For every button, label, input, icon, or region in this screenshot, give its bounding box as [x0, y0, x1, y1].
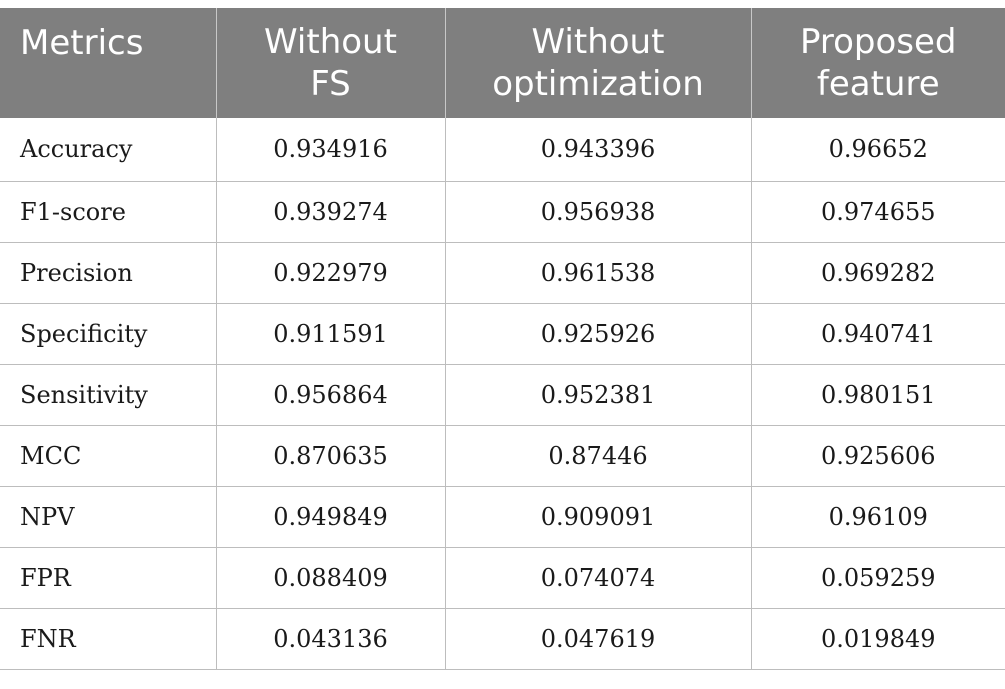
header-line: feature	[816, 64, 940, 104]
cell-without-optimization: 0.961538	[444, 242, 751, 304]
cell-without-fs: 0.956864	[215, 364, 445, 426]
cell-without-fs: 0.939274	[215, 181, 445, 243]
cell-proposed-feature: 0.940741	[750, 303, 1005, 365]
cell-without-fs: 0.088409	[215, 547, 445, 609]
cell-without-optimization: 0.943396	[444, 118, 751, 182]
table-row: MCC 0.870635 0.87446 0.925606	[0, 425, 1005, 487]
cell-without-fs: 0.043136	[215, 608, 445, 670]
cell-without-fs: 0.911591	[215, 303, 445, 365]
cell-without-optimization: 0.074074	[444, 547, 751, 609]
header-proposed-feature: Proposed feature	[750, 8, 1005, 118]
metric-name: Sensitivity	[0, 364, 216, 426]
table-row: FNR 0.043136 0.047619 0.019849	[0, 608, 1005, 670]
header-line: FS	[310, 64, 351, 104]
metric-name: Accuracy	[0, 118, 216, 182]
cell-without-fs: 0.922979	[215, 242, 445, 304]
header-row: Metrics Without FS Without optimization …	[0, 8, 1005, 118]
metric-name: FNR	[0, 608, 216, 670]
cell-proposed-feature: 0.980151	[750, 364, 1005, 426]
metric-name: F1-score	[0, 181, 216, 243]
cell-proposed-feature: 0.925606	[750, 425, 1005, 487]
header-metrics: Metrics	[0, 8, 216, 118]
cell-without-fs: 0.870635	[215, 425, 445, 487]
header-line: optimization	[492, 64, 704, 104]
header-line: Proposed	[799, 22, 957, 62]
header-line: Without	[531, 22, 665, 62]
metric-name: NPV	[0, 486, 216, 548]
cell-proposed-feature: 0.96109	[750, 486, 1005, 548]
metric-name: Precision	[0, 242, 216, 304]
metric-name: FPR	[0, 547, 216, 609]
cell-without-optimization: 0.925926	[444, 303, 751, 365]
header-without-optimization: Without optimization	[444, 8, 751, 118]
table-row: F1-score 0.939274 0.956938 0.974655	[0, 181, 1005, 243]
cell-proposed-feature: 0.019849	[750, 608, 1005, 670]
table-row: Specificity 0.911591 0.925926 0.940741	[0, 303, 1005, 365]
table-body: Accuracy 0.934916 0.943396 0.96652 F1-sc…	[0, 118, 1005, 670]
table-row: NPV 0.949849 0.909091 0.96109	[0, 486, 1005, 548]
cell-without-optimization: 0.952381	[444, 364, 751, 426]
metric-name: Specificity	[0, 303, 216, 365]
cell-proposed-feature: 0.96652	[750, 118, 1005, 182]
cell-without-optimization: 0.956938	[444, 181, 751, 243]
table-row: Accuracy 0.934916 0.943396 0.96652	[0, 118, 1005, 182]
metrics-table: Metrics Without FS Without optimization …	[0, 8, 1005, 670]
header-line: Metrics	[20, 23, 144, 63]
cell-proposed-feature: 0.969282	[750, 242, 1005, 304]
metric-name: MCC	[0, 425, 216, 487]
table-row: FPR 0.088409 0.074074 0.059259	[0, 547, 1005, 609]
cell-without-fs: 0.934916	[215, 118, 445, 182]
cell-without-optimization: 0.909091	[444, 486, 751, 548]
cell-without-fs: 0.949849	[215, 486, 445, 548]
cell-proposed-feature: 0.059259	[750, 547, 1005, 609]
table-row: Precision 0.922979 0.961538 0.969282	[0, 242, 1005, 304]
header-line: Without	[264, 22, 397, 62]
header-without-fs: Without FS	[215, 8, 445, 118]
cell-without-optimization: 0.87446	[444, 425, 751, 487]
cell-without-optimization: 0.047619	[444, 608, 751, 670]
table-row: Sensitivity 0.956864 0.952381 0.980151	[0, 364, 1005, 426]
cell-proposed-feature: 0.974655	[750, 181, 1005, 243]
